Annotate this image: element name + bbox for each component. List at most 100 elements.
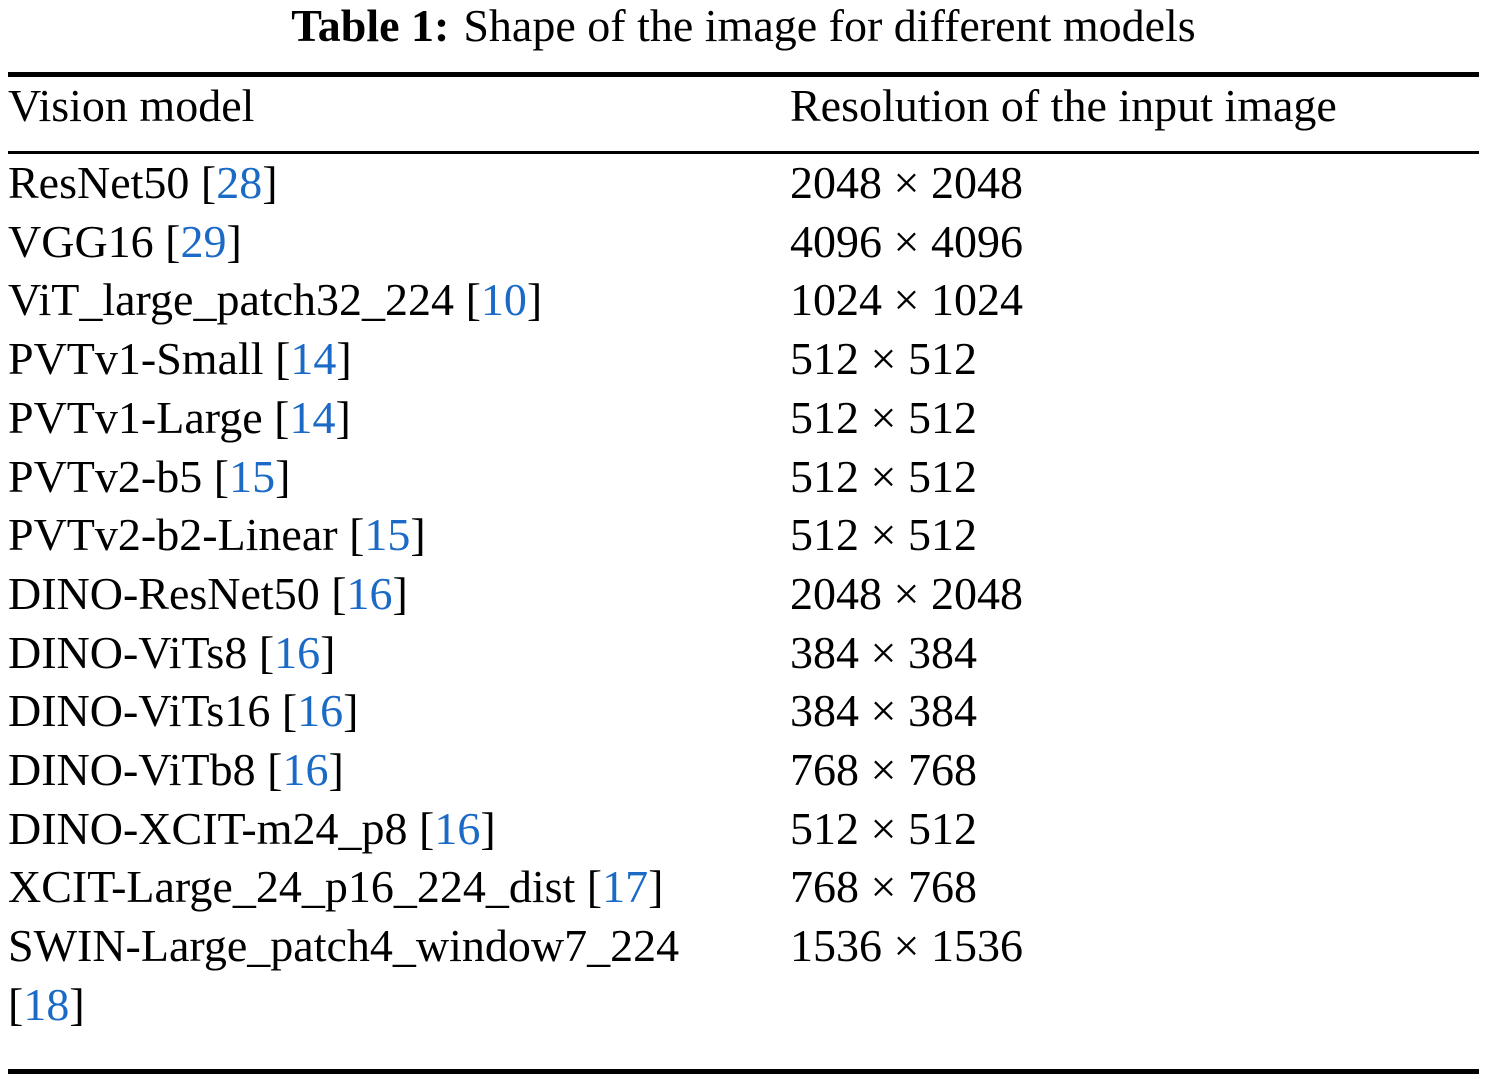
citation-bracket-close: ] bbox=[262, 157, 278, 208]
citation: [10] bbox=[466, 274, 543, 325]
table-row: DINO-ViTs8 [16] 384 × 384 bbox=[8, 624, 1479, 683]
citation-link[interactable]: 15 bbox=[229, 450, 276, 502]
model-name: PVTv1-Small bbox=[8, 333, 264, 385]
citation-bracket-open: [ bbox=[275, 333, 291, 385]
resolution-cell: 1024 × 1024 bbox=[790, 274, 1023, 326]
citation-link[interactable]: 16 bbox=[434, 802, 481, 854]
model-name-cell: DINO-ViTs16 [16] bbox=[8, 682, 748, 741]
citation-bracket-close: ] bbox=[648, 861, 664, 913]
citation-link[interactable]: 16 bbox=[274, 626, 321, 678]
model-name-cell: PVTv2-b2-Linear [15] bbox=[8, 506, 748, 565]
model-name-cell: ViT_large_patch32_224 [10] bbox=[8, 271, 748, 330]
table-row: DINO-ViTb8 [16] 768 × 768 bbox=[8, 741, 1479, 800]
resolution-cell: 4096 × 4096 bbox=[790, 215, 1023, 267]
citation-bracket-close: ] bbox=[328, 744, 344, 796]
model-name-cell: VGG16 [29] bbox=[8, 213, 748, 272]
table-row: PVTv1-Large [14] 512 × 512 bbox=[8, 389, 1479, 448]
citation: [28] bbox=[201, 157, 278, 208]
model-name-cell: SWIN-Large_patch4_window7_224 [18] bbox=[8, 917, 748, 1034]
resolution-cell: 512 × 512 bbox=[790, 509, 977, 561]
table-row: DINO-XCIT-m24_p8 [16] 512 × 512 bbox=[8, 800, 1479, 859]
model-name: ResNet50 bbox=[8, 157, 190, 208]
model-name: PVTv2-b2-Linear bbox=[8, 509, 338, 561]
citation-link[interactable]: 14 bbox=[290, 333, 337, 385]
model-name: VGG16 bbox=[8, 215, 154, 267]
table-row: XCIT-Large_24_p16_224_dist [17] 768 × 76… bbox=[8, 858, 1479, 917]
citation-link[interactable]: 10 bbox=[480, 274, 527, 326]
model-name-cell: PVTv1-Large [14] bbox=[8, 389, 748, 448]
citation-link[interactable]: 18 bbox=[23, 978, 70, 1030]
citation-bracket-open: [ bbox=[200, 157, 217, 208]
resolution-cell: 512 × 512 bbox=[790, 802, 977, 854]
resolution-cell: 768 × 768 bbox=[790, 861, 977, 913]
citation-bracket-close: ] bbox=[480, 802, 496, 854]
citation-link[interactable]: 29 bbox=[180, 215, 227, 267]
table-rule-mid bbox=[8, 151, 1479, 154]
resolution-cell: 512 × 512 bbox=[790, 450, 977, 502]
citation-link[interactable]: 16 bbox=[297, 685, 344, 737]
citation-bracket-close: ] bbox=[69, 978, 85, 1030]
paper-table: Vision model Resolution of the input ima… bbox=[8, 72, 1479, 1074]
table-row: ResNet50 [28] 2048 × 2048 bbox=[8, 154, 1479, 213]
model-name: PVTv1-Large bbox=[8, 391, 263, 443]
resolution-cell: 384 × 384 bbox=[790, 685, 977, 737]
resolution-cell: 1536 × 1536 bbox=[790, 920, 1023, 972]
model-name: DINO-ViTs16 bbox=[8, 685, 271, 737]
model-name-cell: ResNet50 [28] bbox=[8, 154, 748, 213]
table-caption: Table 1: Shape of the image for different… bbox=[0, 0, 1487, 50]
table-body: ResNet50 [28] 2048 × 2048 VGG16 [29] 409… bbox=[8, 154, 1479, 1069]
model-name: XCIT-Large_24_p16_224_dist bbox=[8, 861, 576, 913]
table-row: SWIN-Large_patch4_window7_224 [18] 1536 … bbox=[8, 917, 1479, 1034]
model-name-cell: DINO-ViTb8 [16] bbox=[8, 741, 748, 800]
model-name-cell: PVTv1-Small [14] bbox=[8, 330, 748, 389]
citation-link[interactable]: 16 bbox=[346, 567, 393, 619]
model-name: ViT_large_patch32_224 bbox=[8, 274, 455, 326]
table-row: DINO-ViTs16 [16] 384 × 384 bbox=[8, 682, 1479, 741]
table-caption-label: Table 1: bbox=[291, 0, 450, 51]
citation: [14] bbox=[274, 392, 351, 443]
model-name-cell: XCIT-Large_24_p16_224_dist [17] bbox=[8, 858, 748, 917]
model-name-cell: DINO-ResNet50 [16] bbox=[8, 565, 748, 624]
citation-bracket-close: ] bbox=[320, 626, 336, 678]
citation-link[interactable]: 15 bbox=[364, 509, 411, 561]
citation: [16] bbox=[282, 685, 359, 736]
citation-bracket-open: [ bbox=[331, 567, 347, 619]
table-row: PVTv1-Small [14] 512 × 512 bbox=[8, 330, 1479, 389]
citation-bracket-close: ] bbox=[343, 685, 359, 737]
citation-bracket-close: ] bbox=[410, 509, 426, 561]
table-row: VGG16 [29] 4096 × 4096 bbox=[8, 213, 1479, 272]
citation-bracket-close: ] bbox=[392, 567, 408, 619]
citation-bracket-open: [ bbox=[281, 685, 298, 737]
table-row: PVTv2-b2-Linear [15] 512 × 512 bbox=[8, 506, 1479, 565]
resolution-cell: 384 × 384 bbox=[790, 626, 977, 678]
citation-link[interactable]: 28 bbox=[216, 157, 263, 208]
resolution-cell: 512 × 512 bbox=[790, 391, 977, 443]
citation-bracket-close: ] bbox=[226, 215, 242, 267]
citation: [14] bbox=[275, 333, 352, 384]
citation-link[interactable]: 16 bbox=[282, 744, 329, 796]
model-name-cell: PVTv2-b5 [15] bbox=[8, 448, 748, 507]
citation: [29] bbox=[165, 216, 242, 267]
table-row: PVTv2-b5 [15] 512 × 512 bbox=[8, 448, 1479, 507]
citation-link[interactable]: 17 bbox=[602, 861, 649, 913]
citation-bracket-open: [ bbox=[258, 626, 275, 678]
table-rule-top bbox=[8, 72, 1479, 77]
model-name: DINO-ResNet50 bbox=[8, 567, 320, 619]
citation-bracket-open: [ bbox=[8, 978, 24, 1030]
citation-bracket-open: [ bbox=[349, 509, 365, 561]
citation: [15] bbox=[214, 451, 291, 502]
model-name: PVTv2-b5 bbox=[8, 450, 203, 502]
resolution-cell: 2048 × 2048 bbox=[790, 567, 1023, 619]
citation-bracket-open: [ bbox=[165, 215, 181, 267]
citation-bracket-close: ] bbox=[336, 333, 352, 385]
citation-bracket-open: [ bbox=[274, 391, 290, 443]
citation: [16] bbox=[267, 744, 344, 795]
table-row: DINO-ResNet50 [16] 2048 × 2048 bbox=[8, 565, 1479, 624]
citation-bracket-open: [ bbox=[267, 744, 283, 796]
resolution-cell: 768 × 768 bbox=[790, 744, 977, 796]
model-name: SWIN-Large_patch4_window7_224 bbox=[8, 920, 680, 972]
citation: [17] bbox=[587, 861, 664, 912]
model-name: DINO-ViTb8 bbox=[8, 744, 256, 796]
citation: [16] bbox=[419, 803, 496, 854]
citation-link[interactable]: 14 bbox=[289, 391, 336, 443]
